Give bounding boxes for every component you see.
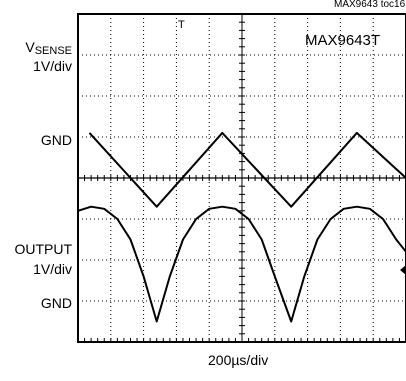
trace-output [77, 205, 406, 323]
scope-traces [77, 131, 406, 323]
vsense-scale-label: 1V/div [33, 58, 72, 74]
trigger-marker: T [178, 19, 185, 31]
vsense-ground-label: GND [40, 132, 72, 148]
vsense-channel-label: VSENSE [25, 39, 72, 57]
time-scale-label: 200µs/div [208, 352, 269, 368]
output-ground-label: GND [40, 295, 72, 311]
trace-vsense [88, 131, 406, 208]
ground-arrow-marker [400, 265, 406, 275]
part-number-label: MAX9643T [305, 32, 381, 49]
toc-label: MAX9643 toc16 [334, 0, 406, 10]
output-channel-label: OUTPUT [14, 241, 72, 257]
output-scale-label: 1V/div [33, 261, 72, 277]
